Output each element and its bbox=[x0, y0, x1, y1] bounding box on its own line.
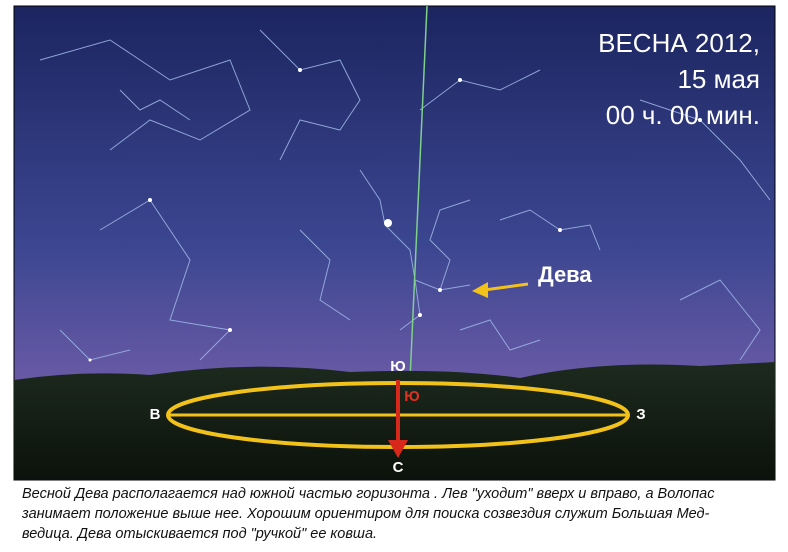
direction-north: С bbox=[393, 459, 404, 476]
caption-line: занимает положение выше нее. Хорошим ори… bbox=[22, 506, 710, 522]
direction-south-inner: Ю bbox=[404, 388, 419, 405]
date-line: ВЕСНА 2012, bbox=[598, 28, 760, 58]
caption-line: ведица. Дева отыскивается под "ручкой" е… bbox=[22, 526, 378, 542]
constellation-label: Дева bbox=[538, 262, 592, 287]
caption: Весной Дева располагается над южной част… bbox=[22, 484, 778, 544]
caption-line: Весной Дева располагается над южной част… bbox=[22, 486, 715, 502]
direction-east: В bbox=[150, 406, 161, 423]
direction-west: З bbox=[636, 406, 645, 423]
meridian bbox=[409, 5, 428, 381]
constellations bbox=[39, 29, 771, 361]
date-line: 00 ч. 00 мин. bbox=[606, 100, 760, 130]
date-line: 15 мая bbox=[677, 64, 760, 94]
sky-illustration: ВЕСНА 2012, 15 мая 00 ч. 00 мин. Дева Ю … bbox=[13, 5, 776, 481]
direction-south: Ю bbox=[390, 358, 405, 375]
pointer-arrow bbox=[483, 282, 529, 292]
pointer-head bbox=[472, 282, 488, 298]
stars bbox=[88, 68, 702, 362]
arrow-head bbox=[388, 440, 408, 458]
ground bbox=[14, 362, 775, 480]
